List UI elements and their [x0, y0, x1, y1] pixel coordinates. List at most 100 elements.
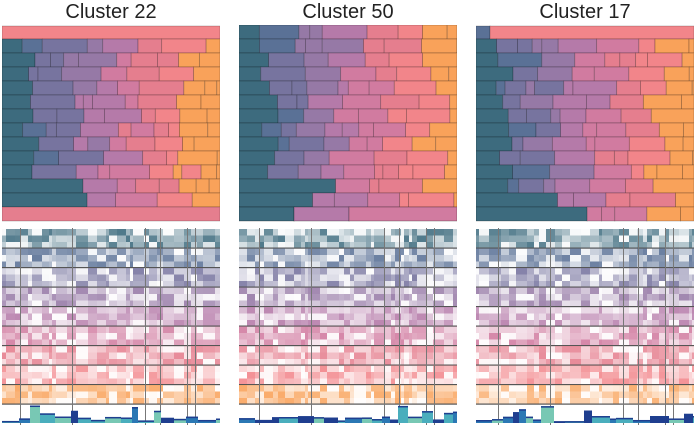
segment [154, 108, 181, 124]
bar-cap [154, 410, 161, 413]
heatmap-cell [527, 274, 534, 281]
heatmap-cell [643, 365, 647, 372]
heatmap-cell [264, 352, 273, 359]
heatmap-cell [191, 339, 197, 346]
segment [638, 38, 656, 54]
heatmap-cell [453, 326, 457, 333]
heatmap-cell [401, 248, 404, 255]
heatmap-cell [52, 235, 56, 242]
segment [2, 164, 33, 180]
heatmap-cell [42, 242, 49, 249]
bar-cap [345, 417, 362, 420]
heatmap-cell [117, 235, 126, 242]
heatmap-cell [264, 300, 273, 307]
heatmap-cell [679, 352, 689, 359]
heatmap-cell [395, 274, 401, 281]
bar-cap [554, 421, 565, 423]
heatmap-cell [409, 261, 412, 268]
heatmap-cell [149, 359, 157, 366]
heatmap-cell [278, 274, 285, 281]
heatmap-cell [384, 326, 391, 333]
heatmap-cell [395, 248, 401, 255]
heatmap-cell [130, 385, 133, 392]
heatmap-cell [602, 294, 613, 301]
heatmap-cell [15, 326, 20, 333]
segment [239, 122, 263, 138]
heatmap-cell [149, 307, 157, 314]
heatmap-cell [391, 391, 395, 398]
heatmap-cell [327, 372, 339, 379]
heatmap-cell [88, 346, 97, 353]
heatmap-cell [144, 287, 149, 294]
heatmap-cell [401, 261, 404, 268]
heatmap-cell [301, 365, 305, 372]
heatmap-cell [384, 274, 391, 281]
heatmap-cell [117, 261, 126, 268]
heatmap-cell [527, 313, 534, 320]
heatmap-cell [679, 261, 689, 268]
segment [176, 94, 202, 110]
heatmap-cell [49, 268, 52, 275]
heatmap-cell [76, 326, 88, 333]
bar-cap [398, 405, 408, 408]
heatmap-cell [239, 385, 247, 392]
heatmap-cell [247, 300, 255, 307]
segment [594, 136, 630, 152]
heatmap-cell [247, 372, 255, 379]
heatmap-cell [203, 281, 215, 288]
segment [526, 108, 552, 124]
heatmap-cell [527, 229, 534, 236]
heatmap-cell [97, 385, 106, 392]
heatmap-cell [433, 352, 444, 359]
bar-cap [541, 406, 554, 408]
segment [614, 206, 648, 222]
heatmap-cell [305, 281, 308, 288]
heatmap-cell [344, 300, 350, 307]
heatmap-cell [117, 352, 126, 359]
heatmap-cell [444, 320, 453, 327]
heatmap-cell [20, 242, 28, 249]
heatmap-cell [409, 313, 412, 320]
heatmap-cell [260, 365, 264, 372]
heatmap-cell [366, 235, 371, 242]
heatmap-cell [294, 261, 301, 268]
heatmap-cell [384, 313, 391, 320]
heatmap-cell [404, 346, 409, 353]
heatmap-cell [56, 339, 67, 346]
heatmap-cell [350, 268, 354, 275]
heatmap-cell [109, 281, 117, 288]
heatmap-cell [444, 365, 453, 372]
heatmap-cell [264, 326, 273, 333]
segment [541, 38, 559, 54]
heatmap-cell [215, 274, 220, 281]
heatmap-cell [260, 287, 264, 294]
heatmap-cell [97, 372, 106, 379]
heatmap-cell [130, 391, 133, 398]
heatmap-cell [15, 294, 20, 301]
band-divider [476, 345, 694, 347]
heatmap-cell [191, 313, 197, 320]
bar-cap [186, 416, 198, 419]
heatmap-cell [126, 261, 130, 268]
heatmap-cell [97, 255, 106, 262]
heatmap-cell [2, 307, 6, 314]
heatmap-cell [354, 255, 366, 262]
heatmap-cell [417, 391, 426, 398]
heatmap-cell [509, 242, 516, 249]
heatmap-cell [637, 339, 643, 346]
heatmap-cell [539, 242, 546, 249]
heatmap-cell [659, 255, 665, 262]
heatmap-cell [401, 333, 404, 340]
heatmap-cell [28, 385, 32, 392]
segment [320, 164, 345, 180]
heatmap-cell [570, 372, 581, 379]
heatmap-cell [401, 281, 404, 288]
heatmap-cell [590, 333, 599, 340]
heatmap-cell [247, 378, 255, 385]
heatmap-cell [163, 287, 174, 294]
heatmap-cell [260, 255, 264, 262]
heatmap-cell [476, 359, 479, 366]
heatmap-cell [354, 300, 366, 307]
segment [504, 80, 527, 96]
heatmap-cell [273, 346, 278, 353]
